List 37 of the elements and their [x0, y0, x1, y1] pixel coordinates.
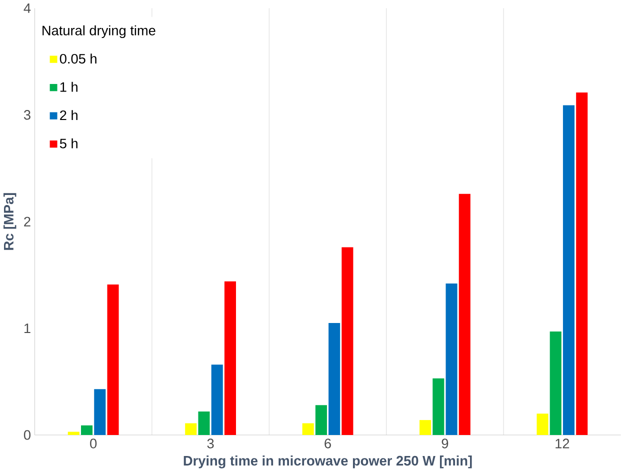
x-tick-label: 3: [207, 438, 214, 448]
bar: [315, 405, 327, 436]
bar: [458, 194, 470, 436]
x-axis-title: Drying time in microwave power 250 W [min]: [184, 456, 472, 468]
bar: [302, 423, 314, 436]
legend-label: 1 h: [60, 82, 78, 92]
bar: [107, 284, 119, 436]
x-tick-label: 9: [442, 438, 448, 448]
bar: [342, 247, 354, 436]
bar: [211, 364, 223, 436]
bar: [328, 323, 340, 436]
y-tick-label: 4: [24, 4, 31, 13]
legend-label: 0.05 h: [60, 54, 96, 64]
bar: [536, 414, 548, 436]
x-tick-label: 12: [556, 438, 570, 448]
bar: [420, 420, 432, 436]
y-tick-label: 0: [24, 430, 30, 440]
bar: [446, 284, 458, 436]
bar: [94, 389, 106, 436]
bar: [198, 412, 210, 436]
x-tick-label: 6: [324, 438, 331, 448]
bar: [185, 423, 197, 436]
bar: [576, 92, 588, 436]
bar: [81, 425, 93, 436]
y-axis-title: Rc [MPa]: [4, 193, 16, 250]
y-tick-label: 3: [24, 110, 30, 120]
x-tick-label: 0: [90, 438, 97, 448]
legend-label: 5 h: [60, 138, 78, 148]
bar: [224, 281, 236, 436]
legend-title: Natural drying time: [42, 25, 156, 38]
bar: [432, 378, 444, 436]
bar: [550, 332, 562, 436]
bar: [68, 432, 80, 436]
legend-label: 2 h: [60, 110, 78, 120]
bar: [562, 105, 575, 436]
y-tick-label: 1: [24, 324, 30, 334]
y-tick-label: 2: [24, 216, 30, 226]
